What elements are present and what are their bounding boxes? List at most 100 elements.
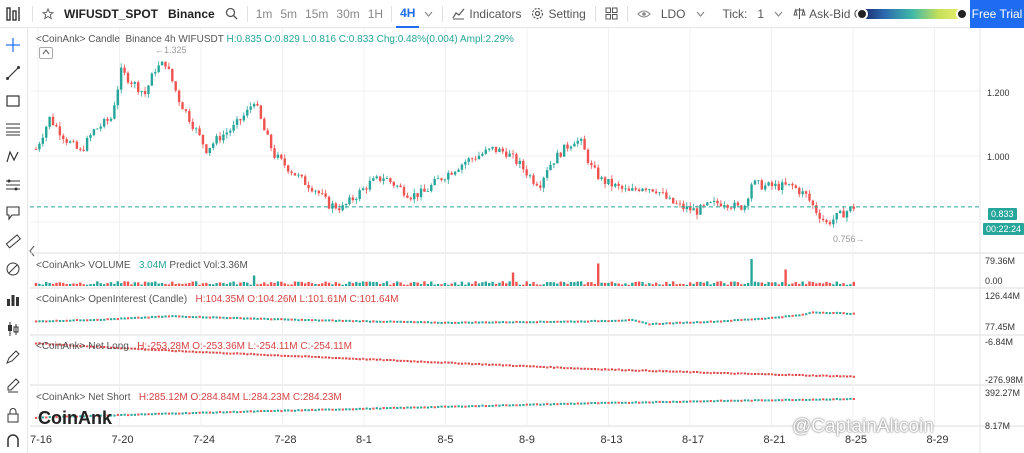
callout-icon[interactable]	[2, 202, 24, 224]
netshort-point	[440, 405, 443, 408]
netlong-point	[201, 351, 205, 354]
volume-bar	[535, 284, 539, 286]
netshort-point	[689, 400, 692, 403]
volume-bar	[573, 282, 576, 286]
netshort-point	[246, 410, 249, 413]
netlong-point	[259, 353, 263, 356]
timeframe-5m[interactable]: 5m	[280, 6, 298, 21]
magnet-icon[interactable]	[2, 430, 24, 452]
oi-point	[743, 318, 746, 321]
candle-body	[307, 184, 310, 189]
heatmap-range-slider[interactable]	[856, 8, 968, 20]
volume-bar	[89, 284, 92, 286]
exchange-name[interactable]: Binance	[168, 6, 215, 21]
netshort-point	[297, 409, 300, 412]
candle-body	[733, 202, 736, 209]
timeframe-1h[interactable]: 1H	[367, 6, 384, 21]
slider-knob-right[interactable]	[956, 8, 968, 20]
price-axis-1200: 1.200	[987, 88, 1010, 98]
pen-icon[interactable]	[2, 346, 24, 368]
oi-point	[328, 319, 331, 322]
free-trial-button[interactable]: Free Trial	[970, 0, 1024, 28]
volume-bar	[576, 281, 579, 286]
ticker-select[interactable]: LDO	[660, 6, 686, 21]
netshort-point	[270, 410, 273, 413]
netlong-point	[249, 352, 252, 355]
candle-body	[726, 205, 729, 208]
netshort-point	[69, 415, 72, 418]
netshort-point	[154, 412, 157, 415]
volume-bar	[75, 283, 79, 286]
oi-point	[287, 318, 290, 321]
ruler-icon[interactable]	[2, 230, 24, 252]
candle-body	[597, 167, 600, 179]
timeframe-30m[interactable]: 30m	[336, 6, 360, 21]
oi-point	[583, 320, 586, 323]
slider-knob-left[interactable]	[856, 8, 868, 20]
volume-bar	[770, 282, 774, 286]
netlong-point	[120, 347, 123, 350]
volume-bar	[716, 281, 719, 286]
indicators-button[interactable]: Indicators	[447, 0, 526, 28]
tick-value[interactable]: 1	[757, 6, 765, 21]
pencil-icon[interactable]	[2, 374, 24, 396]
sidebar-collapse-icon[interactable]	[28, 245, 40, 265]
oi-point	[631, 318, 634, 321]
volume-bar	[481, 282, 484, 286]
candle-tool-icon[interactable]	[2, 318, 24, 340]
netshort-point	[505, 404, 508, 407]
timeframe-1m[interactable]: 1m	[255, 6, 273, 21]
netshort-point	[699, 400, 702, 403]
volume-bar	[140, 284, 143, 286]
oi-point	[488, 321, 491, 324]
oi-point	[212, 316, 215, 319]
volume-bar	[303, 283, 307, 286]
lock-icon[interactable]	[2, 404, 24, 426]
eye-icon[interactable]	[632, 0, 656, 28]
timeframe-15m[interactable]: 15m	[305, 6, 329, 21]
grid-icon[interactable]	[600, 0, 623, 28]
fib-icon[interactable]	[2, 174, 24, 196]
setting-button[interactable]: Setting	[526, 0, 590, 28]
oi-point	[351, 320, 355, 323]
candle-body	[804, 191, 808, 194]
crosshair-icon[interactable]	[2, 34, 24, 56]
oi-point	[658, 322, 661, 325]
logo-icon[interactable]	[0, 0, 28, 28]
volume-bar	[55, 282, 58, 286]
chevron-down-icon[interactable]	[769, 0, 788, 28]
star-icon[interactable]	[37, 0, 59, 28]
netshort-point	[624, 401, 627, 404]
volume-bar	[849, 284, 852, 286]
netlong-point	[362, 357, 365, 360]
horizontal-lines-icon[interactable]	[2, 118, 24, 140]
netlong-point	[229, 352, 232, 355]
brush-icon[interactable]	[2, 258, 24, 280]
oi-point	[627, 319, 631, 322]
volume-bar	[644, 284, 648, 286]
search-icon[interactable]	[220, 0, 243, 28]
candle-body	[239, 119, 242, 121]
trendline-icon[interactable]	[2, 62, 24, 84]
chevron-down-icon[interactable]	[419, 0, 438, 28]
price-axis-1000: 1.000	[987, 152, 1010, 162]
candle-body	[34, 149, 38, 150]
oi-point	[205, 316, 208, 319]
candle-body	[498, 148, 501, 152]
bar-chart-icon[interactable]	[2, 288, 24, 310]
volume-bar	[487, 282, 491, 286]
pattern-icon[interactable]	[2, 146, 24, 168]
chevron-down-icon[interactable]	[691, 0, 710, 28]
chart-canvas[interactable]	[30, 28, 1024, 453]
netshort-point	[801, 398, 804, 401]
candle-body	[515, 154, 518, 165]
netshort-point	[106, 414, 109, 417]
symbol-name[interactable]: WIFUSDT_SPOT	[64, 6, 159, 21]
candle-body	[736, 202, 740, 206]
candle-body	[280, 154, 283, 159]
timeframe-4h[interactable]: 4H	[396, 0, 420, 28]
oi-point	[798, 314, 801, 317]
rectangle-icon[interactable]	[2, 90, 24, 112]
main-pane-collapse[interactable]	[39, 47, 53, 59]
candle-body	[729, 207, 733, 209]
